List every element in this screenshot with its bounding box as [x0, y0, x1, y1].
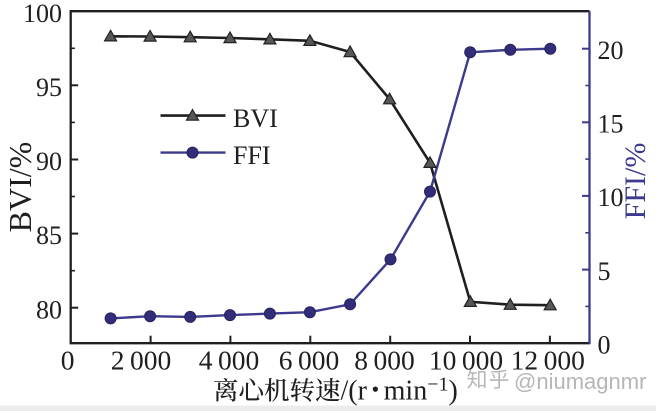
svg-text:12 000: 12 000 — [511, 345, 585, 376]
svg-text:BVI: BVI — [233, 104, 278, 133]
svg-text:100: 100 — [23, 0, 62, 28]
svg-text:80: 80 — [36, 295, 62, 324]
svg-text:0: 0 — [598, 330, 611, 359]
svg-text:@niumagnmr: @niumagnmr — [514, 369, 646, 394]
svg-text:20: 20 — [598, 36, 624, 65]
svg-text:5: 5 — [598, 257, 611, 286]
svg-text:FFI: FFI — [233, 141, 271, 170]
svg-text:8 000: 8 000 — [354, 345, 415, 376]
svg-text:2 000: 2 000 — [111, 345, 172, 376]
svg-text:0: 0 — [61, 345, 75, 376]
svg-text:10 000: 10 000 — [429, 345, 503, 376]
svg-text:FFI/%: FFI/% — [619, 143, 652, 220]
svg-text:4 000: 4 000 — [199, 345, 260, 376]
svg-text:15: 15 — [598, 110, 624, 139]
svg-text:95: 95 — [36, 73, 62, 102]
svg-text:6 000: 6 000 — [279, 345, 340, 376]
svg-text:BVI/%: BVI/% — [2, 142, 38, 233]
svg-text:90: 90 — [36, 147, 62, 176]
svg-text:85: 85 — [36, 221, 62, 250]
svg-text:10: 10 — [598, 183, 624, 212]
